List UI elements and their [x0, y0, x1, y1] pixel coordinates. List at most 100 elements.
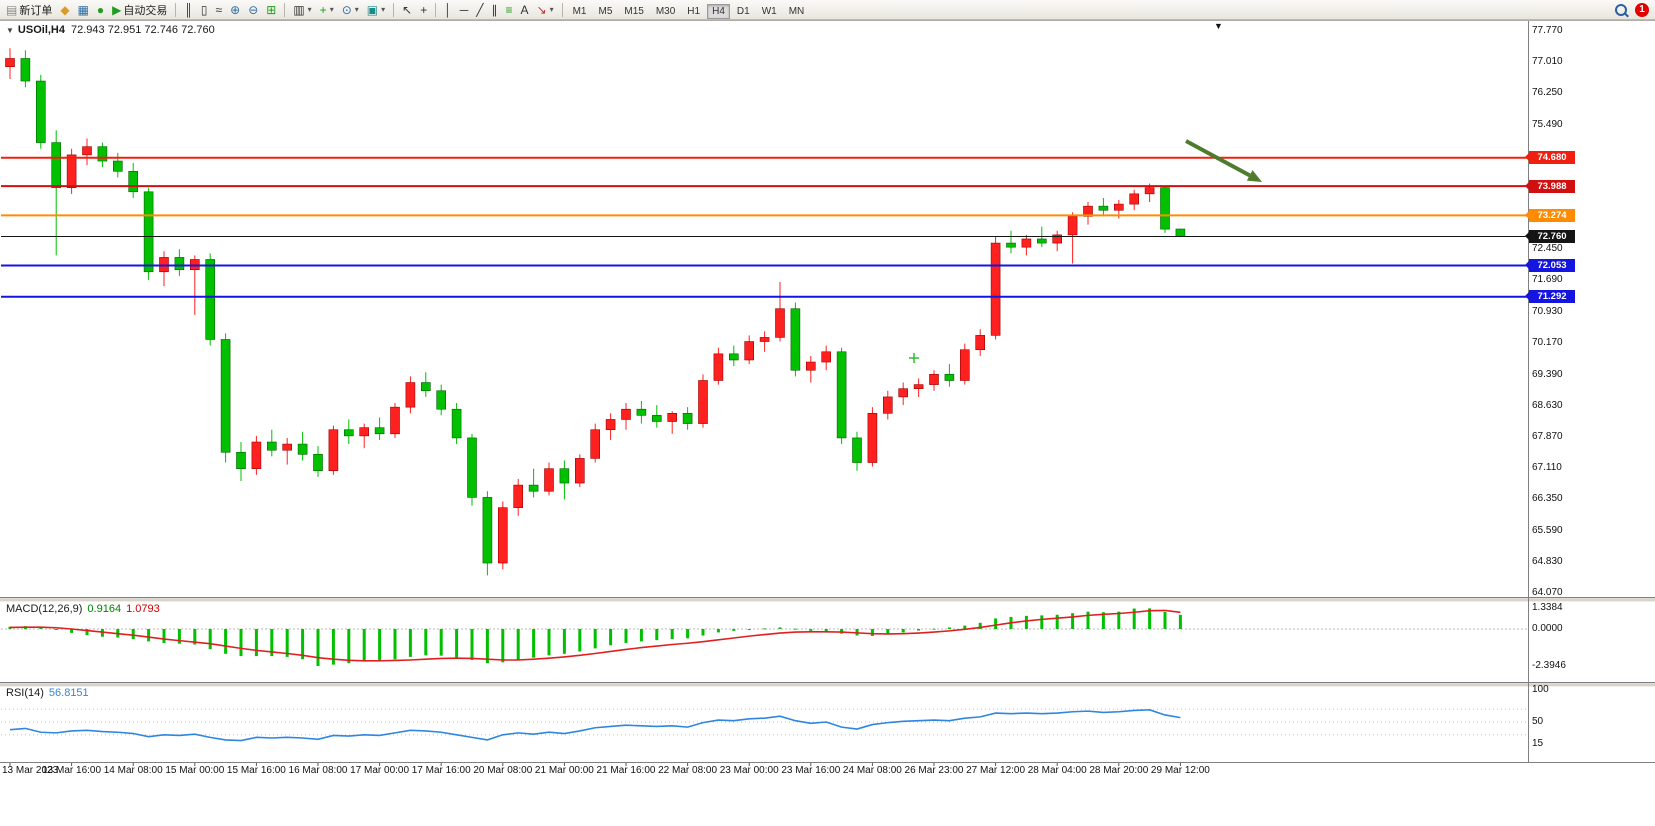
candle-body — [775, 308, 785, 338]
candle-body — [220, 339, 231, 453]
candle-body — [374, 427, 385, 435]
candle-body — [405, 382, 416, 408]
timeframe-button-w1[interactable]: W1 — [761, 5, 777, 17]
macd-histogram-bar — [85, 629, 89, 636]
channel-button[interactable]: ∥ — [487, 0, 501, 20]
candle-body — [544, 468, 554, 492]
panel-splitter[interactable] — [0, 598, 1655, 602]
time-axis-label: 26 Mar 23:00 — [904, 765, 964, 776]
text-tool-button[interactable]: A — [516, 0, 532, 20]
macd-histogram-bar — [1071, 613, 1075, 629]
search-button[interactable] — [1611, 0, 1631, 20]
macd-histogram-bar — [578, 629, 582, 652]
cursor-icon: ↖ — [402, 2, 413, 17]
vertical-line-button[interactable]: │ — [440, 0, 456, 20]
macd-histogram-bar — [54, 629, 58, 630]
macd-histogram-bar — [347, 629, 351, 664]
fibonacci-button[interactable]: ≡ — [501, 0, 516, 20]
macd-signal-value: 1.0793 — [126, 603, 160, 615]
macd-histogram-bar — [793, 628, 797, 630]
macd-histogram-bar — [716, 629, 720, 633]
horizontal-line-button[interactable]: ─ — [456, 0, 473, 20]
trendline-button[interactable]: ╱ — [472, 0, 487, 20]
channel-icon: ∥ — [491, 2, 498, 17]
new-order-button[interactable]: ▤ 新订单 — [2, 0, 56, 20]
timeframe-button-h4[interactable]: H4 — [707, 3, 730, 19]
templates-button[interactable]: ▣ ▾ — [363, 0, 389, 20]
chevron-down-icon: ▾ — [381, 5, 386, 14]
macd-histogram-bar — [1040, 615, 1044, 629]
indicator-list-button[interactable]: ▥ ▾ — [289, 0, 315, 20]
candlestick-chart-button[interactable]: ▯ — [197, 0, 212, 20]
zoom-out-button[interactable]: ⊖ — [244, 0, 262, 20]
macd-histogram-bar — [624, 629, 628, 643]
macd-histogram-bar — [824, 629, 828, 632]
toolbar-separator — [284, 2, 286, 17]
cursor-button[interactable]: ↖ — [398, 0, 416, 20]
time-axis-label: 15 Mar 16:00 — [226, 765, 286, 776]
macd-histogram-bar — [609, 629, 613, 646]
candle-body — [1037, 238, 1047, 244]
macd-histogram-bar — [485, 629, 489, 664]
candle-body — [297, 443, 308, 455]
timeframe-button-h1[interactable]: H1 — [687, 5, 701, 17]
annotation-arrow-shaft[interactable] — [1185, 139, 1251, 178]
timeframe-button-d1[interactable]: D1 — [736, 5, 750, 17]
price-axis-label: 66.350 — [1532, 493, 1563, 505]
autotrading-button[interactable]: ▶ 自动交易 — [108, 0, 171, 20]
navigator-button[interactable]: ● — [93, 0, 108, 20]
macd-histogram-bar — [254, 629, 258, 657]
timeframe-button-m5[interactable]: M5 — [598, 5, 613, 17]
macd-histogram-bar — [516, 629, 520, 660]
macd-histogram-bar — [362, 629, 366, 662]
price-axis-label: 64.830 — [1532, 555, 1563, 567]
macd-histogram-bar — [701, 629, 705, 636]
macd-histogram-bar — [331, 629, 335, 665]
macd-histogram-bar — [870, 629, 874, 636]
timeframe-button-mn[interactable]: MN — [788, 5, 805, 17]
profile-button[interactable]: ◆ — [56, 0, 73, 20]
rsi-name: RSI(14) — [6, 687, 44, 699]
timeframe-button-m30[interactable]: M30 — [655, 5, 676, 17]
timeframe-button-m15[interactable]: M15 — [624, 5, 644, 17]
macd-histogram-bar — [1178, 614, 1182, 629]
tile-windows-button[interactable]: ⊞ — [262, 0, 280, 20]
time-axis-label: 13 Mar 16:00 — [42, 765, 102, 776]
candle-body — [82, 146, 92, 156]
market-watch-button[interactable]: ▦ — [74, 0, 93, 20]
periods-button[interactable]: ⊙ ▾ — [338, 0, 363, 20]
macd-signal-line — [9, 609, 1181, 662]
panel-splitter[interactable] — [0, 683, 1655, 687]
bar-chart-button[interactable]: ║ — [180, 0, 197, 20]
rsi-axis-label: 50 — [1532, 716, 1544, 727]
rsi-line — [9, 709, 1181, 742]
candle-body — [1129, 193, 1139, 205]
macd-histogram-bar — [224, 629, 228, 654]
notification-badge[interactable]: 1 — [1635, 2, 1649, 17]
macd-histogram-bar — [562, 629, 566, 654]
candle-body — [467, 437, 477, 498]
annotation-arrow-head[interactable] — [1246, 170, 1262, 182]
macd-histogram-bar — [39, 627, 43, 629]
text-tool-icon: A — [520, 2, 529, 17]
candlestick-chart-icon: ▯ — [200, 2, 208, 17]
crosshair-button[interactable]: + — [416, 0, 431, 20]
arrow-tool-button[interactable]: ↘ ▾ — [533, 0, 558, 20]
macd-histogram-bar — [994, 618, 998, 629]
zoom-in-button[interactable]: ⊕ — [226, 0, 244, 20]
crosshair-icon: + — [420, 2, 428, 17]
price-axis-label: 70.930 — [1532, 305, 1563, 317]
candle-body — [574, 458, 585, 484]
price-tag-notch — [1521, 232, 1529, 240]
line-chart-button[interactable]: ≈ — [212, 0, 227, 20]
candle-body — [1006, 242, 1016, 248]
add-indicator-button[interactable]: + ▾ — [316, 0, 338, 20]
collapse-icon[interactable]: ▼ — [6, 26, 14, 35]
candle-body — [328, 429, 339, 472]
timeframe-button-m1[interactable]: M1 — [572, 5, 587, 17]
macd-histogram-bar — [316, 629, 320, 667]
candle-body — [759, 337, 770, 342]
candle-body — [205, 259, 215, 340]
chart-shift-marker[interactable]: ▼ — [1214, 21, 1223, 31]
